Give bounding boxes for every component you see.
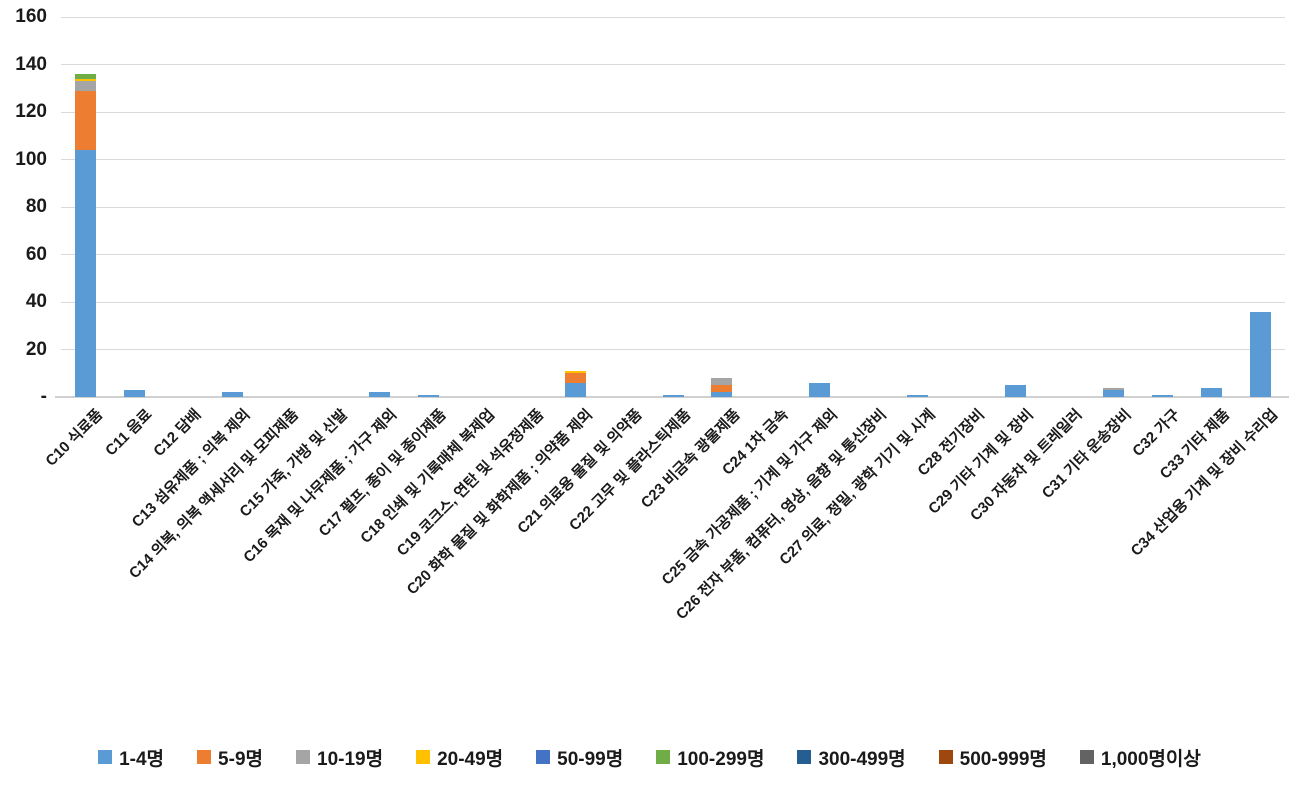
bar-segment [221, 392, 243, 397]
bar-segment [564, 370, 586, 374]
legend-swatch [416, 750, 431, 764]
bar-segment [74, 81, 96, 91]
bar-segment [564, 382, 586, 397]
x-axis-label: C11 음료 [102, 406, 156, 460]
bar-segment [74, 74, 96, 79]
legend-label: 10-19명 [317, 748, 384, 770]
y-axis-tick-label: - [40, 386, 47, 407]
y-axis-tick-label: 160 [15, 6, 47, 27]
legend-item: 100-299명 [656, 744, 764, 771]
y-axis-tick-label: 140 [15, 53, 47, 75]
x-axis-label: C25 금속 가공제품 ; 기계 및 가구 제외 [658, 406, 841, 589]
gridline [61, 254, 1285, 255]
gridline [61, 206, 1285, 208]
legend-item: 300-499명 [797, 744, 906, 771]
y-axis-tick-label: 20 [25, 338, 47, 360]
legend-item: 500-999명 [938, 744, 1047, 771]
bar-segment [662, 394, 684, 397]
legend-label: 5-9명 [218, 748, 263, 770]
x-axis-line [55, 396, 1289, 398]
y-axis-tick-label: 60 [25, 243, 47, 265]
chart-legend: 1-4명 5-9명 10-19명 20-49명 50-99명 100-299명 300-49… [0, 737, 1299, 777]
legend-item: 50-99명 [536, 744, 623, 771]
legend-label: 1,000명이상 [1100, 748, 1201, 770]
bar-segment [368, 392, 390, 397]
bar-segment [1103, 389, 1125, 397]
bar-segment [1250, 311, 1272, 397]
gridline [61, 111, 1285, 113]
legend-label: 300-499명 [818, 748, 906, 770]
bar-segment [711, 378, 733, 386]
y-axis-tick-label: 40 [25, 291, 47, 312]
y-axis-tick-label: 120 [15, 101, 47, 122]
gridline [61, 349, 1285, 350]
bar-segment [1005, 385, 1027, 397]
legend-swatch [536, 750, 551, 764]
y-axis-tick-label: 100 [15, 148, 47, 170]
legend-item: 5-9명 [197, 744, 263, 771]
legend-label: 20-49명 [437, 748, 504, 770]
legend-item: 1,000명이상 [1079, 744, 1201, 771]
gridline [61, 64, 1285, 65]
legend-item: 1-4명 [98, 744, 164, 771]
bar-segment [417, 394, 439, 397]
bar-segment [1152, 394, 1174, 397]
gridline [61, 159, 1285, 160]
legend-label: 100-299명 [677, 748, 765, 770]
legend-swatch [656, 750, 671, 764]
x-axis-label: C10 식료품 [42, 406, 107, 470]
bar-segment [1201, 387, 1223, 397]
bar-segment [711, 392, 733, 397]
legend-swatch [197, 750, 212, 764]
legend-label: 500-999명 [959, 748, 1047, 770]
legend-item: 20-49명 [416, 744, 503, 771]
bar-segment [74, 78, 96, 82]
legend-label: 50-99명 [557, 748, 624, 770]
x-axis-label: C31 기타 운송장비 [1038, 406, 1135, 502]
bar-segment [711, 385, 733, 393]
bar-segment [74, 150, 96, 397]
bar-segment [809, 382, 831, 397]
legend-swatch [797, 750, 812, 764]
gridline [61, 16, 1285, 18]
legend-swatch [98, 750, 113, 764]
bar-segment [564, 373, 586, 383]
legend-swatch [296, 750, 310, 764]
bar-segment [907, 394, 929, 397]
legend-label: 1-4명 [119, 748, 165, 770]
legend-swatch [938, 750, 953, 764]
bar-segment [123, 389, 145, 397]
bar-segment [74, 90, 96, 150]
y-axis-tick-label: 80 [25, 196, 47, 217]
gridline [61, 301, 1285, 303]
legend-swatch [1079, 750, 1094, 764]
legend-item: 10-19명 [296, 744, 383, 771]
bar-segment [1103, 387, 1125, 390]
